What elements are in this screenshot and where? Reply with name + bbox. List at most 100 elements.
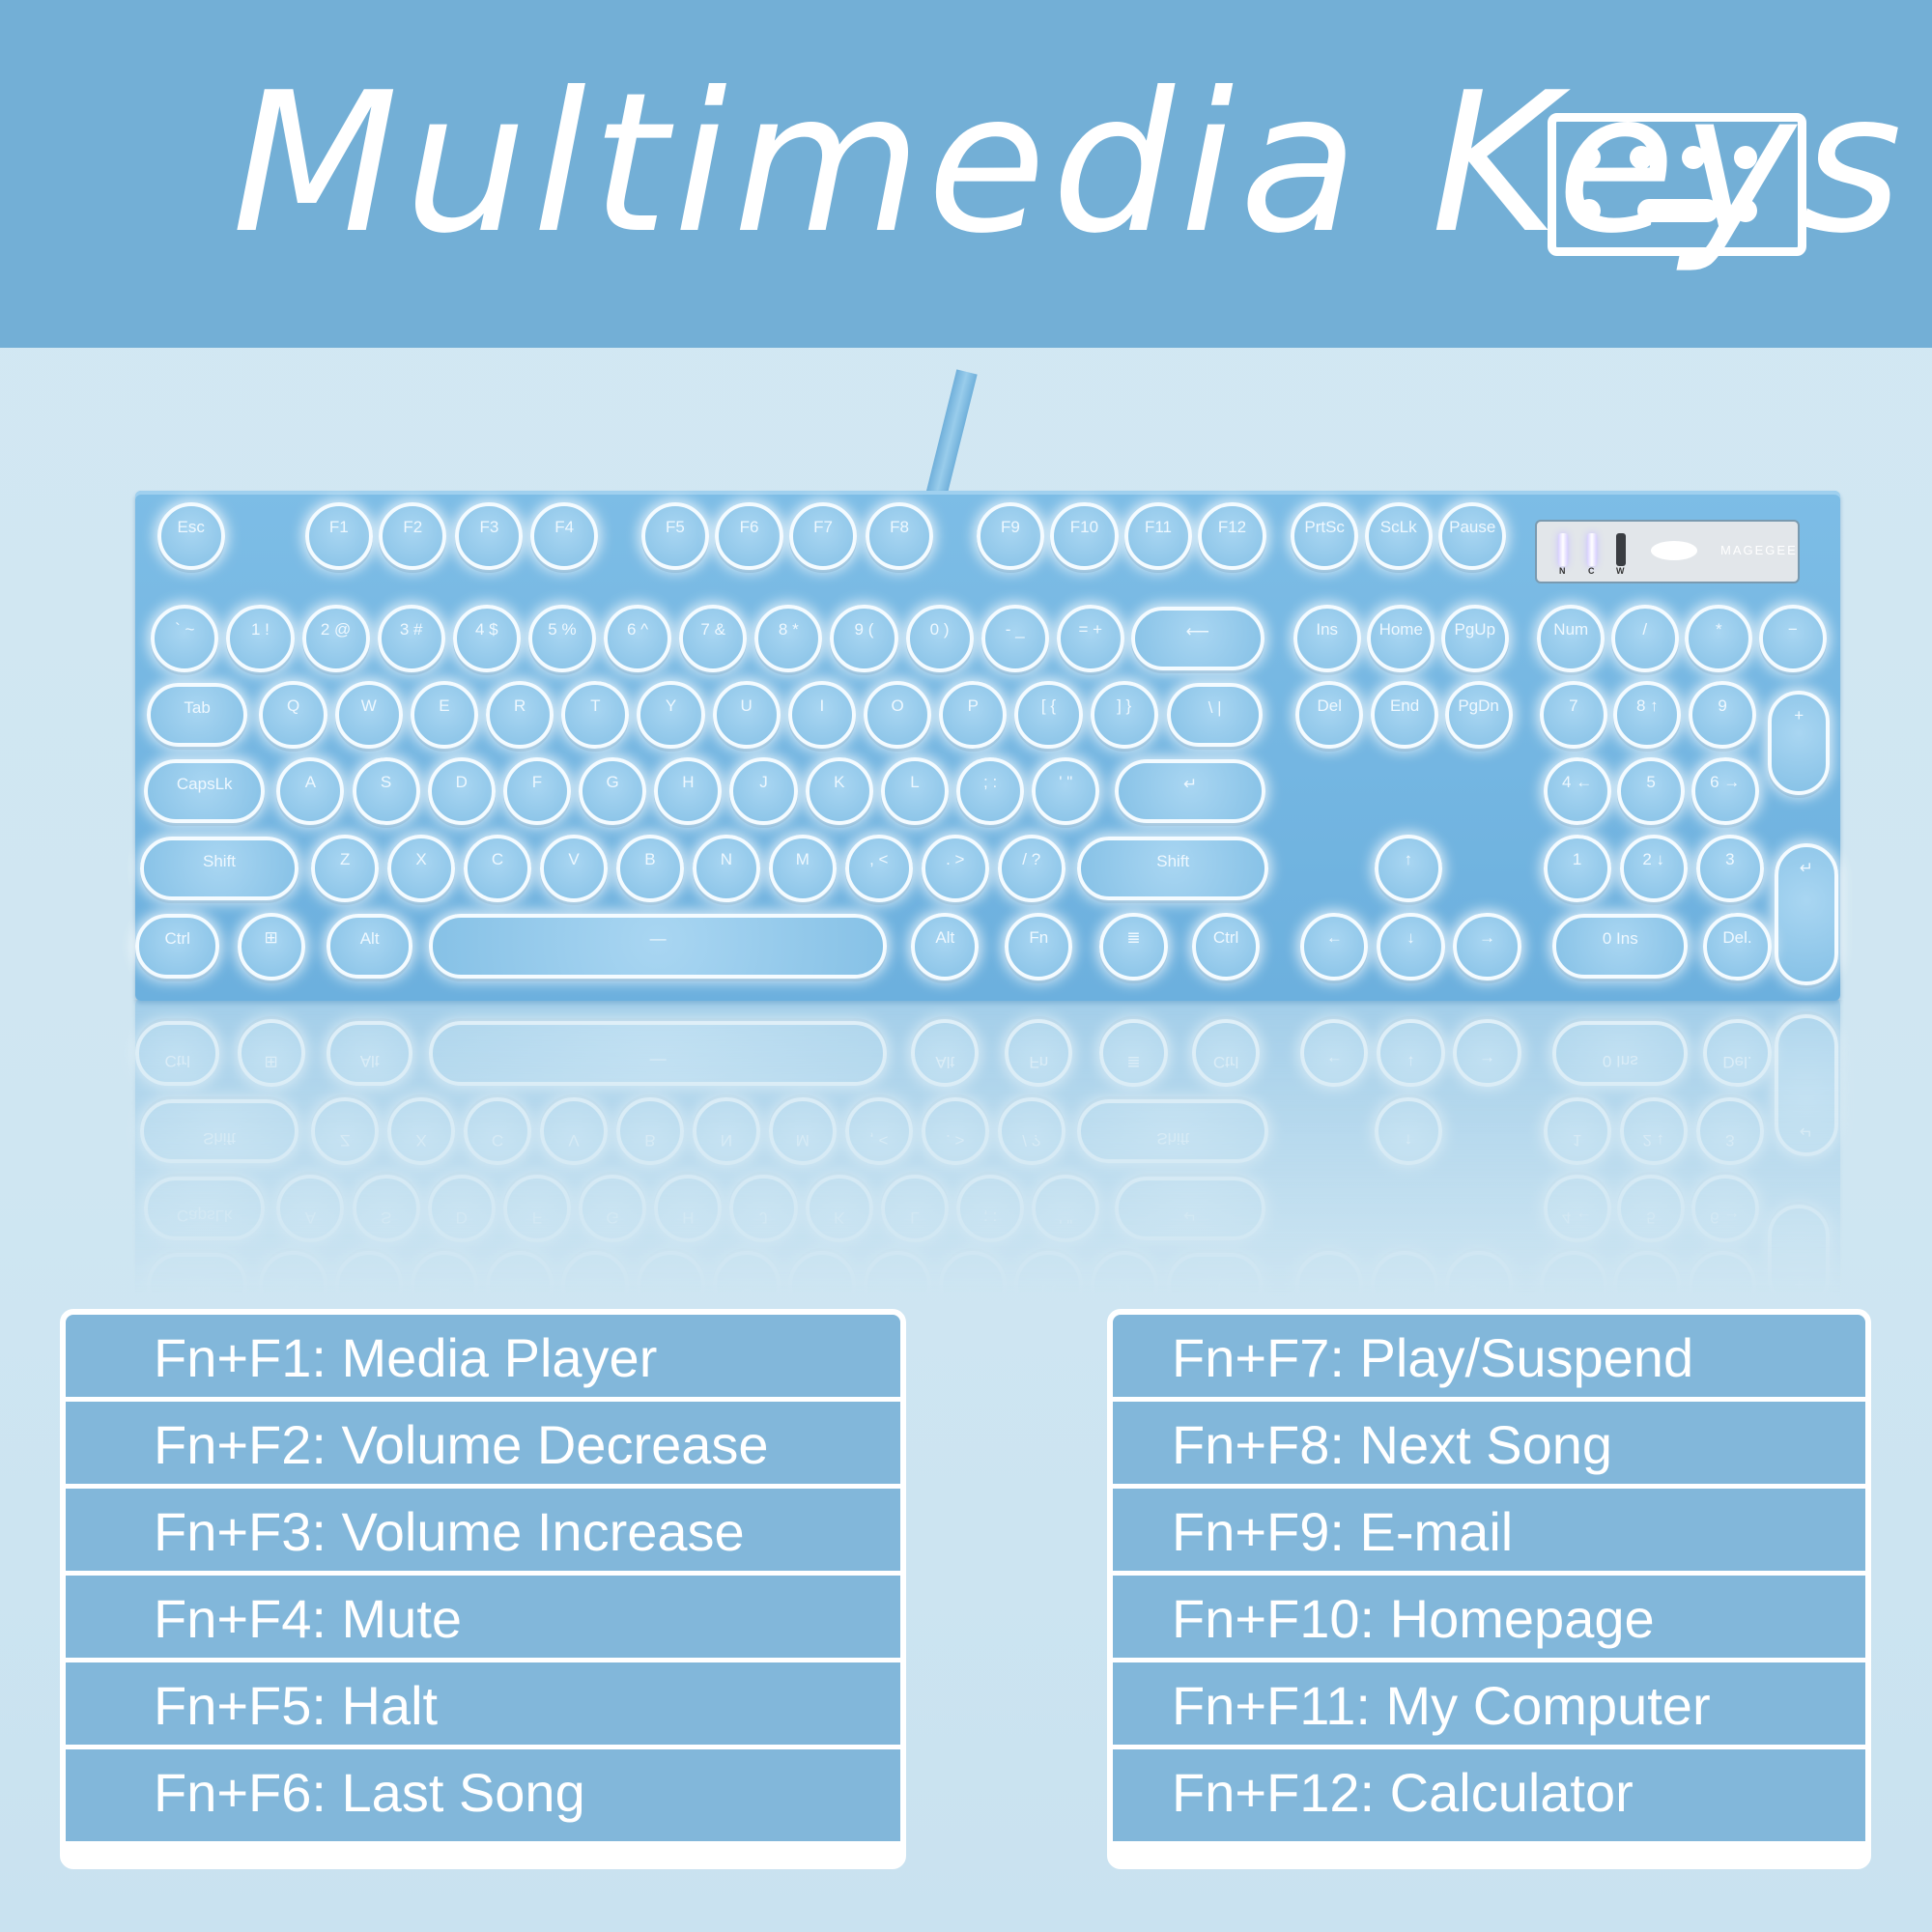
key[interactable]: F12	[1198, 501, 1266, 570]
key[interactable]: —	[428, 914, 888, 979]
key[interactable]: ↓	[1377, 912, 1445, 980]
key[interactable]: ≣	[1099, 912, 1168, 980]
key[interactable]: −	[1758, 604, 1827, 672]
key[interactable]: 6 ^	[604, 604, 672, 672]
key[interactable]: ⊞	[237, 912, 305, 980]
key[interactable]: 5 %	[527, 604, 597, 672]
key[interactable]: O	[864, 680, 932, 749]
key[interactable]: 7	[1539, 680, 1607, 749]
key[interactable]: 0 Ins	[1552, 914, 1689, 979]
key[interactable]: P	[939, 680, 1008, 749]
key[interactable]: +	[1768, 690, 1831, 796]
key[interactable]: ' "	[1032, 756, 1100, 825]
key[interactable]: ` ~	[151, 604, 219, 672]
key[interactable]: J	[729, 756, 798, 825]
key[interactable]: E	[410, 680, 478, 749]
key[interactable]: F5	[640, 501, 710, 570]
key[interactable]: C	[463, 835, 532, 903]
key[interactable]: →	[1453, 912, 1521, 980]
key[interactable]: F8	[866, 501, 934, 570]
key[interactable]: V	[539, 835, 609, 903]
key[interactable]: 3 #	[377, 604, 445, 672]
key[interactable]: PgDn	[1444, 680, 1513, 749]
key[interactable]: F7	[788, 501, 858, 570]
key[interactable]: F4	[530, 501, 599, 570]
key[interactable]: F6	[715, 501, 783, 570]
key[interactable]: ↵	[1115, 758, 1265, 824]
key[interactable]: G	[579, 756, 647, 825]
key[interactable]: 9	[1689, 680, 1757, 749]
key[interactable]: Q	[259, 680, 327, 749]
key[interactable]: ; :	[956, 756, 1025, 825]
key[interactable]: Ins	[1293, 604, 1361, 672]
key[interactable]: A	[276, 756, 345, 825]
key[interactable]: / ?	[997, 835, 1065, 903]
key[interactable]: F11	[1123, 501, 1193, 570]
key[interactable]: X	[387, 835, 456, 903]
key[interactable]: Alt	[327, 914, 413, 979]
key[interactable]: F3	[455, 501, 524, 570]
key[interactable]: I	[787, 680, 856, 749]
key[interactable]: Shift	[140, 837, 298, 901]
key[interactable]: Del.	[1703, 912, 1772, 980]
key[interactable]: 2 ↓	[1619, 835, 1688, 903]
key[interactable]: F1	[304, 501, 373, 570]
key[interactable]: 4 ←	[1543, 756, 1611, 825]
key[interactable]: = +	[1056, 604, 1124, 672]
key[interactable]: 2 @	[301, 604, 370, 672]
key[interactable]: Ctrl	[1192, 912, 1261, 980]
key[interactable]: 0 )	[905, 604, 974, 672]
key[interactable]: 8 *	[754, 604, 823, 672]
key[interactable]: Y	[637, 680, 705, 749]
key[interactable]: , <	[844, 835, 913, 903]
key[interactable]: 7 &	[679, 604, 748, 672]
key[interactable]: 6 →	[1690, 756, 1759, 825]
key[interactable]: 3	[1695, 835, 1764, 903]
key[interactable]: W	[334, 680, 403, 749]
key[interactable]: F9	[976, 501, 1044, 570]
key[interactable]: Shift	[1077, 837, 1269, 901]
key[interactable]: F2	[379, 501, 447, 570]
key[interactable]: F10	[1050, 501, 1119, 570]
key[interactable]: ↵	[1774, 843, 1839, 985]
key[interactable]: T	[561, 680, 630, 749]
key[interactable]: \ |	[1166, 682, 1264, 747]
key[interactable]: 1	[1543, 835, 1611, 903]
key[interactable]: Pause	[1438, 501, 1507, 570]
key[interactable]: PgUp	[1440, 604, 1509, 672]
key[interactable]: Esc	[156, 501, 225, 570]
key[interactable]: 5	[1617, 756, 1686, 825]
key[interactable]: F	[502, 756, 572, 825]
key[interactable]: K	[805, 756, 873, 825]
key[interactable]: Home	[1367, 604, 1435, 672]
key[interactable]: R	[486, 680, 554, 749]
key[interactable]: PrtSc	[1291, 501, 1359, 570]
key[interactable]: Ctrl	[135, 914, 220, 979]
key[interactable]: Del	[1295, 680, 1364, 749]
key[interactable]: Num	[1537, 604, 1605, 672]
key[interactable]: [ {	[1014, 680, 1083, 749]
key[interactable]: CapsLk	[144, 758, 266, 824]
key[interactable]: End	[1371, 680, 1439, 749]
key[interactable]: ScLk	[1364, 501, 1433, 570]
key[interactable]: ⟵	[1130, 606, 1264, 670]
key[interactable]: ] }	[1090, 680, 1158, 749]
key[interactable]: U	[712, 680, 781, 749]
key[interactable]: S	[352, 756, 420, 825]
key[interactable]: Z	[311, 835, 380, 903]
key[interactable]: D	[427, 756, 496, 825]
key[interactable]: . >	[921, 835, 989, 903]
key[interactable]: 4 $	[452, 604, 521, 672]
key[interactable]: M	[768, 835, 837, 903]
key[interactable]: Fn	[1005, 912, 1073, 980]
key[interactable]: *	[1685, 604, 1753, 672]
key[interactable]: Alt	[911, 912, 980, 980]
key[interactable]: ↑	[1374, 835, 1442, 903]
key[interactable]: B	[615, 835, 685, 903]
key[interactable]: 1 !	[226, 604, 295, 672]
key[interactable]: - _	[980, 604, 1049, 672]
key[interactable]: ←	[1300, 912, 1369, 980]
key[interactable]: 8 ↑	[1613, 680, 1682, 749]
key[interactable]: /	[1610, 604, 1679, 672]
key[interactable]: H	[654, 756, 723, 825]
